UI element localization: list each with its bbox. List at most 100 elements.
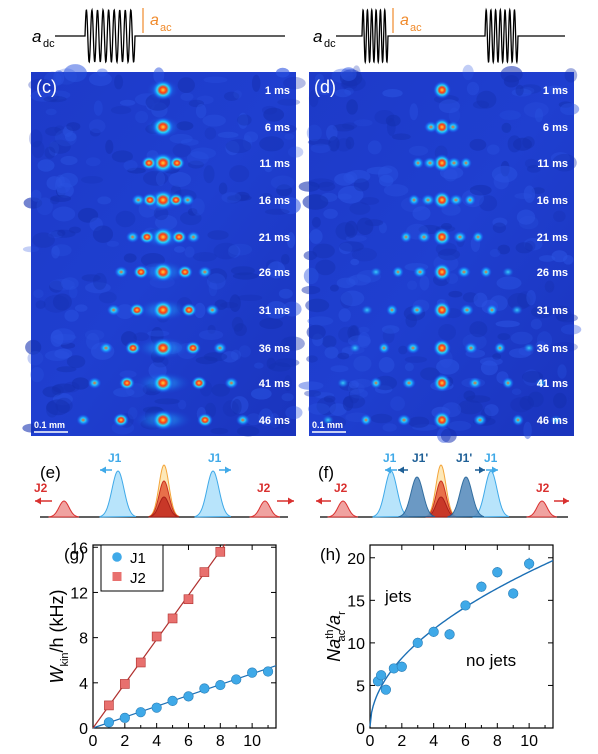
speckle (305, 298, 330, 313)
speckle (88, 71, 112, 87)
data-point (476, 581, 487, 592)
panel-e-label: (e) (40, 463, 61, 482)
j1-cloud (171, 230, 187, 244)
speckle (491, 165, 518, 183)
aac-sub-right: ac (410, 22, 422, 34)
adc-sub-right: dc (324, 38, 336, 50)
speckle (187, 160, 204, 169)
speckle (43, 294, 70, 313)
j2-cloud (472, 231, 484, 243)
f-j1p-left: J1' (412, 451, 428, 465)
speckle (267, 261, 286, 279)
speckle (119, 370, 137, 379)
j1-cloud (113, 413, 129, 427)
speckle (49, 279, 75, 291)
speckle (63, 64, 87, 83)
peak (327, 500, 359, 518)
arrow-head (288, 497, 294, 505)
speckle (462, 64, 474, 81)
j1-cloud (410, 304, 424, 316)
data-point (524, 558, 535, 569)
speckle (492, 217, 508, 227)
speckle (348, 380, 359, 389)
waveform-left: a dc a ac (32, 7, 285, 65)
speckle (560, 324, 582, 335)
speckle (301, 285, 321, 295)
speckle (84, 329, 105, 341)
speckle (50, 195, 72, 202)
y-axis-label: Nathac/ar (324, 611, 348, 662)
speckle (30, 189, 42, 202)
data-point (460, 600, 471, 611)
j2-cloud (87, 377, 102, 389)
speckle (228, 243, 253, 256)
speckle (275, 67, 290, 78)
speckle (469, 184, 492, 196)
j1-cloud (402, 377, 416, 389)
peak (526, 500, 558, 518)
time-label: 46 ms (259, 415, 290, 427)
peak (249, 500, 281, 518)
speckle (45, 126, 62, 136)
speckle (497, 244, 510, 255)
j2-point (183, 594, 194, 605)
speckle (398, 345, 408, 355)
speckle (408, 416, 430, 428)
peak (194, 470, 232, 518)
speckle (391, 133, 411, 140)
j1-point (183, 691, 194, 702)
speckle (110, 106, 132, 115)
speckle (230, 349, 242, 361)
speckle (286, 232, 296, 249)
speckle (81, 274, 101, 282)
speckle (147, 330, 170, 337)
speckle (53, 70, 65, 86)
legend-j2-label: J2 (130, 570, 146, 587)
speckle (227, 194, 252, 202)
speckle (407, 280, 418, 291)
central-cloud (433, 263, 451, 281)
y-tick-label: 0 (79, 721, 88, 738)
time-label: 16 ms (537, 195, 568, 207)
speckle (55, 174, 65, 188)
outer-cloud (502, 267, 514, 277)
speckle (54, 125, 65, 134)
adc-label-right: a (313, 27, 322, 46)
speckle (71, 377, 90, 390)
peak (472, 470, 510, 518)
speckle (260, 192, 273, 202)
j2-cloud (412, 157, 424, 169)
time-label: 41 ms (259, 378, 290, 390)
speckle (323, 208, 338, 219)
x-tick-label: 6 (461, 733, 470, 750)
f-j1-right: J1 (484, 451, 498, 465)
outer-cloud (322, 415, 334, 425)
speckle (353, 355, 372, 372)
j1-cloud (397, 414, 411, 426)
speckle (390, 396, 405, 411)
central-cloud (152, 338, 174, 358)
speckle (58, 172, 78, 188)
chart-g: (g) 02468100481216ν (kHz)Wkin/h (kHz)J1J… (47, 540, 277, 754)
speckle (278, 288, 293, 299)
data-point (492, 567, 503, 578)
speckle (556, 313, 578, 323)
j1-cloud (449, 194, 463, 206)
speckle (93, 100, 103, 116)
speckle (64, 309, 79, 322)
time-label: 36 ms (537, 343, 568, 355)
speckle (133, 332, 149, 342)
speckle (318, 181, 336, 192)
speckle (531, 305, 553, 319)
central-cloud (152, 153, 174, 173)
speckle (552, 153, 577, 172)
speckle (287, 146, 304, 158)
central-cloud (433, 374, 451, 392)
speckle (519, 395, 534, 411)
f-j1-left: J1 (383, 451, 397, 465)
speckle (309, 229, 323, 244)
speckle (344, 87, 354, 96)
speckle (251, 74, 261, 92)
speckle (180, 211, 202, 226)
